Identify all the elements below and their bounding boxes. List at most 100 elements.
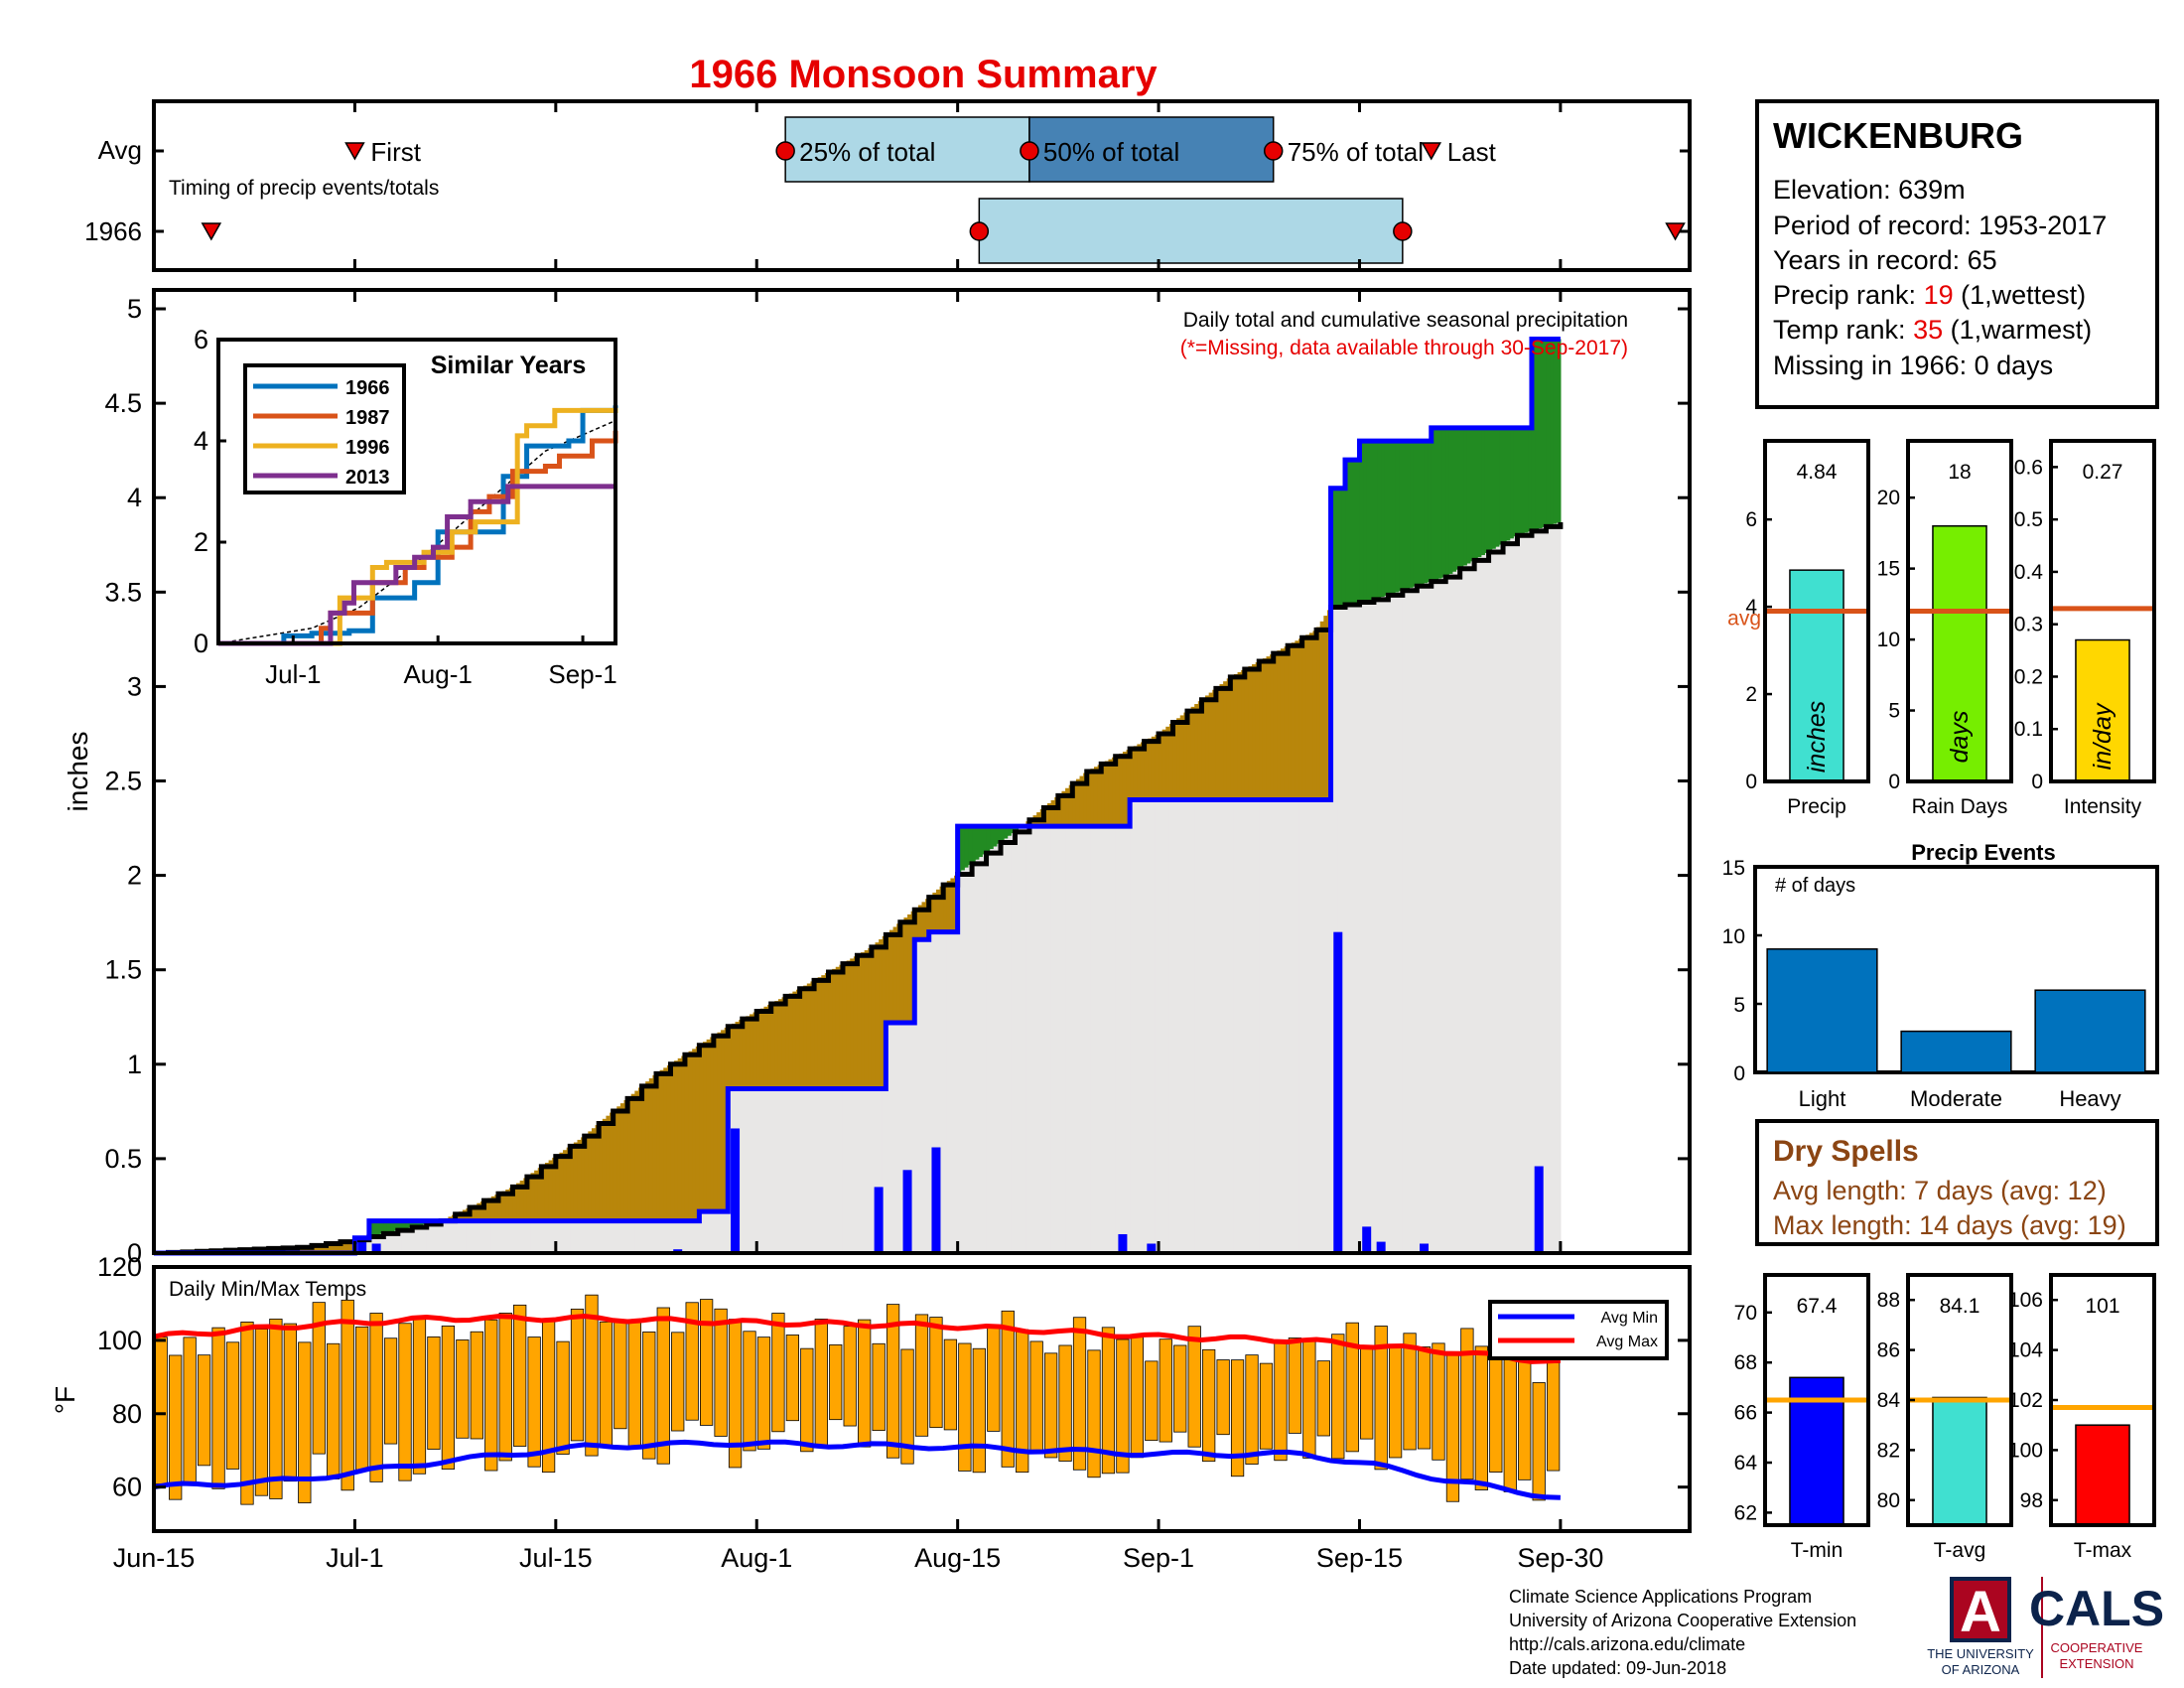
above-avg-fill	[405, 1220, 410, 1229]
daily-temp-bar	[1474, 1345, 1488, 1490]
season-fill	[713, 1211, 719, 1253]
season-fill	[710, 1211, 715, 1253]
below-avg-fill	[505, 1189, 510, 1221]
below-avg-fill	[627, 1096, 632, 1221]
small-panel-tick-label: 98	[2020, 1489, 2043, 1512]
season-fill	[1028, 826, 1034, 1253]
season-fill	[774, 1088, 779, 1253]
below-avg-fill	[1284, 646, 1289, 800]
below-avg-fill	[1165, 726, 1170, 800]
similar-years-title: Similar Years	[431, 352, 587, 379]
above-avg-fill	[1001, 826, 1006, 842]
year-p75-marker	[1393, 221, 1413, 241]
below-avg-fill	[577, 1139, 582, 1221]
daily-temp-bar	[656, 1307, 670, 1465]
daily-temp-bar	[1216, 1359, 1230, 1436]
season-fill	[706, 1211, 711, 1253]
x-tick-label: Sep-1	[1123, 1543, 1194, 1573]
below-avg-fill	[795, 989, 801, 1089]
below-avg-fill	[706, 1039, 711, 1212]
season-fill	[1050, 826, 1055, 1253]
below-avg-fill	[541, 1165, 546, 1221]
season-fill	[1130, 799, 1135, 1253]
daily-temp-bar	[225, 1341, 240, 1470]
below-avg-fill	[487, 1197, 492, 1221]
precip-y-tick-label: 3	[127, 671, 142, 701]
below-avg-fill	[821, 975, 826, 1089]
season-fill	[1068, 826, 1073, 1253]
season-fill	[684, 1220, 690, 1253]
avg-last-marker	[1421, 142, 1442, 161]
daily-temp-bar	[900, 1348, 914, 1465]
avg-p25-marker	[775, 141, 795, 161]
season-fill	[602, 1220, 608, 1253]
precip-y-tick-label: 5	[127, 294, 142, 324]
season-fill	[1190, 799, 1195, 1253]
season-fill	[623, 1220, 628, 1253]
season-fill	[982, 854, 988, 1253]
season-fill	[595, 1220, 600, 1253]
below-avg-fill	[1183, 712, 1188, 800]
below-avg-fill	[570, 1145, 575, 1221]
chart-title: 1966 Monsoon Summary	[689, 53, 1158, 96]
inset-y-tick-label: 0	[194, 629, 208, 658]
daily-temp-bar	[1288, 1337, 1302, 1434]
season-fill	[943, 931, 948, 1253]
season-fill	[1039, 826, 1044, 1253]
season-fill	[1413, 586, 1418, 1253]
below-avg-fill	[326, 1243, 331, 1253]
season-fill	[1215, 799, 1221, 1253]
season-fill	[1032, 826, 1037, 1253]
above-avg-fill	[1492, 427, 1497, 549]
below-avg-fill	[519, 1181, 524, 1221]
season-fill	[1119, 826, 1124, 1253]
below-avg-fill	[581, 1137, 586, 1221]
above-avg-fill	[390, 1220, 395, 1232]
above-avg-fill	[1513, 427, 1519, 537]
daily-temp-bar	[169, 1354, 183, 1500]
daily-precip-bar	[731, 1128, 741, 1253]
below-avg-fill	[544, 1163, 550, 1221]
last-label: Last	[1447, 137, 1497, 167]
above-avg-fill	[1524, 427, 1529, 533]
season-fill	[1061, 826, 1066, 1253]
season-fill	[692, 1220, 697, 1253]
temp-y-ticks: 60 80 100 120	[97, 1252, 1690, 1531]
timing-row-label-avg: Avg	[98, 135, 142, 165]
season-fill	[1101, 826, 1106, 1253]
season-fill	[1345, 604, 1350, 1253]
daily-precip-bar	[357, 1237, 367, 1253]
station-years: Years in record: 65	[1773, 245, 1997, 275]
above-avg-fill	[1466, 427, 1472, 564]
legend-label-1996: 1996	[345, 437, 390, 459]
above-avg-fill	[1517, 427, 1522, 535]
cals-logo: CALS COOPERATIVE EXTENSION	[2029, 1581, 2164, 1671]
season-fill	[875, 1088, 880, 1253]
event-category-label: Moderate	[1910, 1086, 2002, 1111]
daily-precip-bar	[902, 1170, 912, 1253]
above-avg-fill	[1506, 427, 1511, 541]
season-fill	[703, 1211, 708, 1253]
season-fill	[573, 1220, 579, 1253]
season-fill	[1212, 799, 1217, 1253]
above-avg-fill	[1366, 441, 1371, 601]
season-fill	[1097, 826, 1102, 1253]
daily-temp-bar	[642, 1332, 656, 1460]
season-fill	[394, 1230, 399, 1253]
season-fill	[1252, 799, 1257, 1253]
below-avg-fill	[340, 1241, 345, 1253]
season-fill	[1086, 826, 1091, 1253]
daily-temp-bar	[1116, 1338, 1130, 1474]
season-fill	[383, 1232, 388, 1253]
daily-precip-bars	[357, 931, 1544, 1253]
station-info: WICKENBURG Elevation: 639m Period of rec…	[1755, 99, 2159, 409]
season-fill	[1381, 597, 1386, 1253]
daily-temp-bar	[211, 1327, 225, 1489]
precip-y-tick-label: 2.5	[104, 767, 142, 796]
season-fill	[648, 1220, 654, 1253]
daily-temp-bar	[412, 1317, 427, 1475]
daily-precip-bar	[371, 1243, 381, 1253]
season-fill	[1025, 826, 1030, 1253]
season-fill	[1008, 835, 1013, 1253]
timing-boxes	[201, 116, 1686, 264]
